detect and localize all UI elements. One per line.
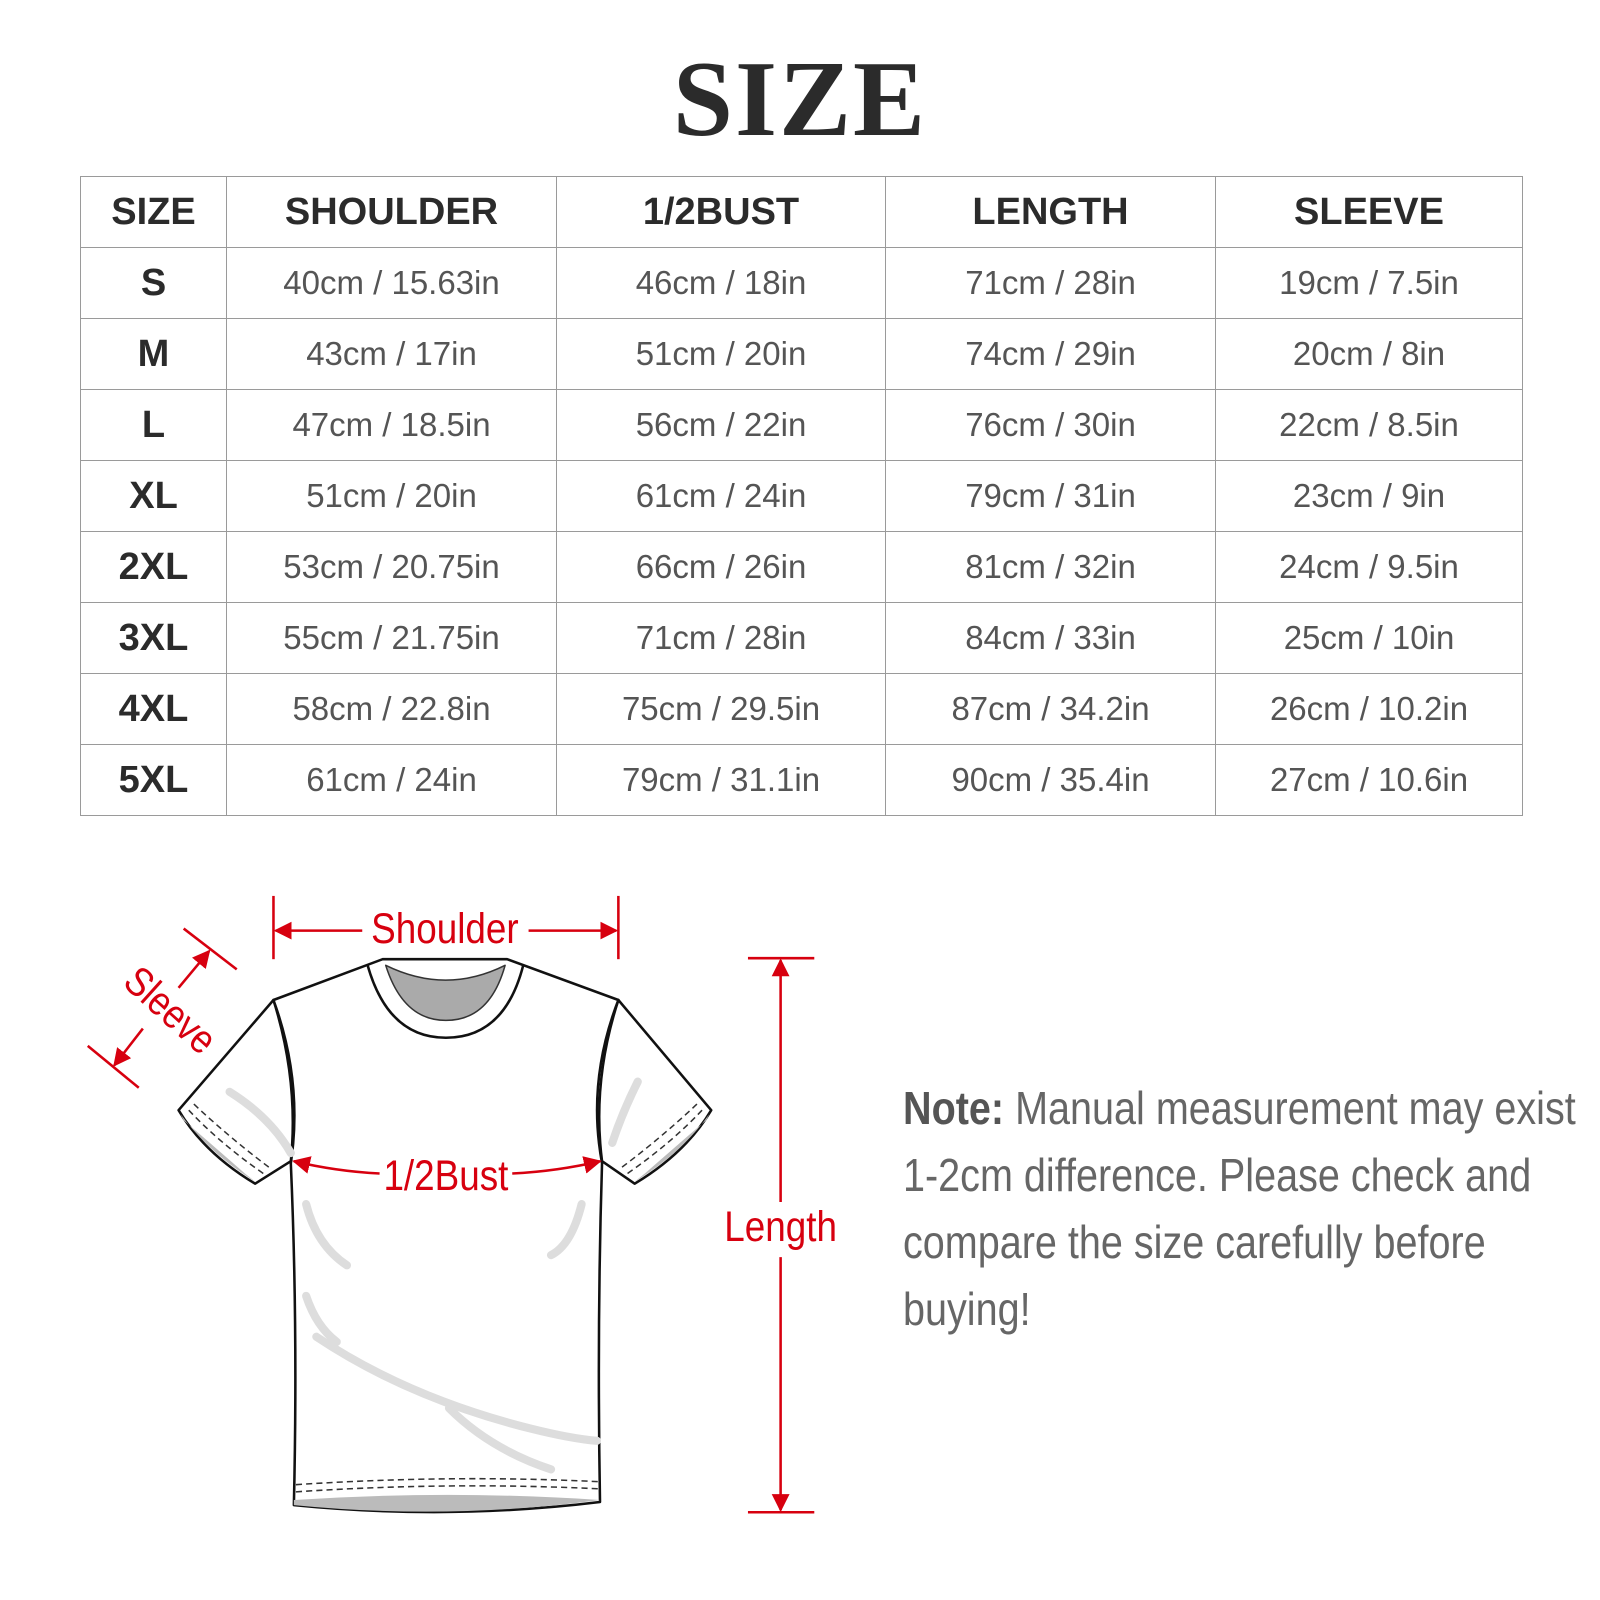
measurement-cell: 26cm / 10.2in (1215, 673, 1523, 745)
sleeve-label: Sleeve (115, 958, 225, 1063)
measurement-cell: 53cm / 20.75in (226, 531, 557, 603)
measurement-cell: 22cm / 8.5in (1215, 389, 1523, 461)
measurement-cell: 58cm / 22.8in (226, 673, 557, 745)
size-cell: 5XL (80, 744, 227, 816)
measurement-cell: 23cm / 9in (1215, 460, 1523, 532)
table-row: S 40cm / 15.63in 46cm / 18in 71cm / 28in 19c… (80, 247, 1523, 319)
header-sleeve: SLEEVE (1215, 176, 1523, 248)
note-text: Manual measurement may exist 1-2cm diffe… (903, 1082, 1576, 1335)
measurement-cell: 81cm / 32in (885, 531, 1216, 603)
measurement-cell: 66cm / 26in (556, 531, 886, 603)
measurement-cell: 84cm / 33in (885, 602, 1216, 674)
size-cell: S (80, 247, 227, 319)
sleeve-measure (86, 927, 238, 1089)
header-size: SIZE (80, 176, 227, 248)
measurement-cell: 75cm / 29.5in (556, 673, 886, 745)
measurement-cell: 76cm / 30in (885, 389, 1216, 461)
length-label: Length (724, 1203, 837, 1250)
measurement-cell: 27cm / 10.6in (1215, 744, 1523, 816)
measurement-cell: 55cm / 21.75in (226, 602, 557, 674)
table-row: 3XL 55cm / 21.75in 71cm / 28in 84cm / 33in 2… (80, 602, 1523, 674)
measurement-cell: 61cm / 24in (226, 744, 557, 816)
table-row: L 47cm / 18.5in 56cm / 22in 76cm / 30in 22cm… (80, 389, 1523, 461)
length-measure (747, 956, 815, 1514)
measurement-cell: 51cm / 20in (226, 460, 557, 532)
measurement-cell: 79cm / 31.1in (556, 744, 886, 816)
table-row: 4XL 58cm / 22.8in 75cm / 29.5in 87cm / 34.2… (80, 673, 1523, 745)
measurement-note: Note: Manual measurement may exist 1-2cm… (903, 1075, 1582, 1343)
size-cell: 4XL (80, 673, 227, 745)
header-length: LENGTH (885, 176, 1216, 248)
size-cell: XL (80, 460, 227, 532)
table-header-row: SIZE SHOULDER 1/2BUST LENGTH SLEEVE (80, 176, 1523, 248)
table-row: 5XL 61cm / 24in 79cm / 31.1in 90cm / 35.4in… (80, 744, 1523, 816)
measurement-cell: 43cm / 17in (226, 318, 557, 390)
table-row: 2XL 53cm / 20.75in 66cm / 26in 81cm / 32in 2… (80, 531, 1523, 603)
size-chart-table: SIZE SHOULDER 1/2BUST LENGTH SLEEVE S 40c… (80, 176, 1523, 816)
header-bust: 1/2BUST (556, 176, 886, 248)
measurement-cell: 74cm / 29in (885, 318, 1216, 390)
measurement-cell: 56cm / 22in (556, 389, 886, 461)
note-prefix: Note: (903, 1082, 1005, 1134)
measurement-cell: 19cm / 7.5in (1215, 247, 1523, 319)
measurement-cell: 40cm / 15.63in (226, 247, 557, 319)
size-cell: L (80, 389, 227, 461)
measurement-cell: 20cm / 8in (1215, 318, 1523, 390)
bust-measure (292, 1156, 602, 1175)
measurement-cell: 46cm / 18in (556, 247, 886, 319)
size-cell: M (80, 318, 227, 390)
bust-label: 1/2Bust (383, 1152, 508, 1199)
measurement-cell: 25cm / 10in (1215, 602, 1523, 674)
measurement-cell: 90cm / 35.4in (885, 744, 1216, 816)
measurement-cell: 71cm / 28in (556, 602, 886, 674)
size-cell: 3XL (80, 602, 227, 674)
shoulder-measure (272, 895, 620, 960)
measurement-cell: 24cm / 9.5in (1215, 531, 1523, 603)
shoulder-label: Shoulder (371, 905, 518, 952)
table-row: XL 51cm / 20in 61cm / 24in 79cm / 31in 23cm … (80, 460, 1523, 532)
tshirt-icon (177, 957, 713, 1514)
measurement-cell: 71cm / 28in (885, 247, 1216, 319)
measurement-cell: 61cm / 24in (556, 460, 886, 532)
page-title: SIZE (672, 40, 928, 159)
table-row: M 43cm / 17in 51cm / 20in 74cm / 29in 20cm /… (80, 318, 1523, 390)
